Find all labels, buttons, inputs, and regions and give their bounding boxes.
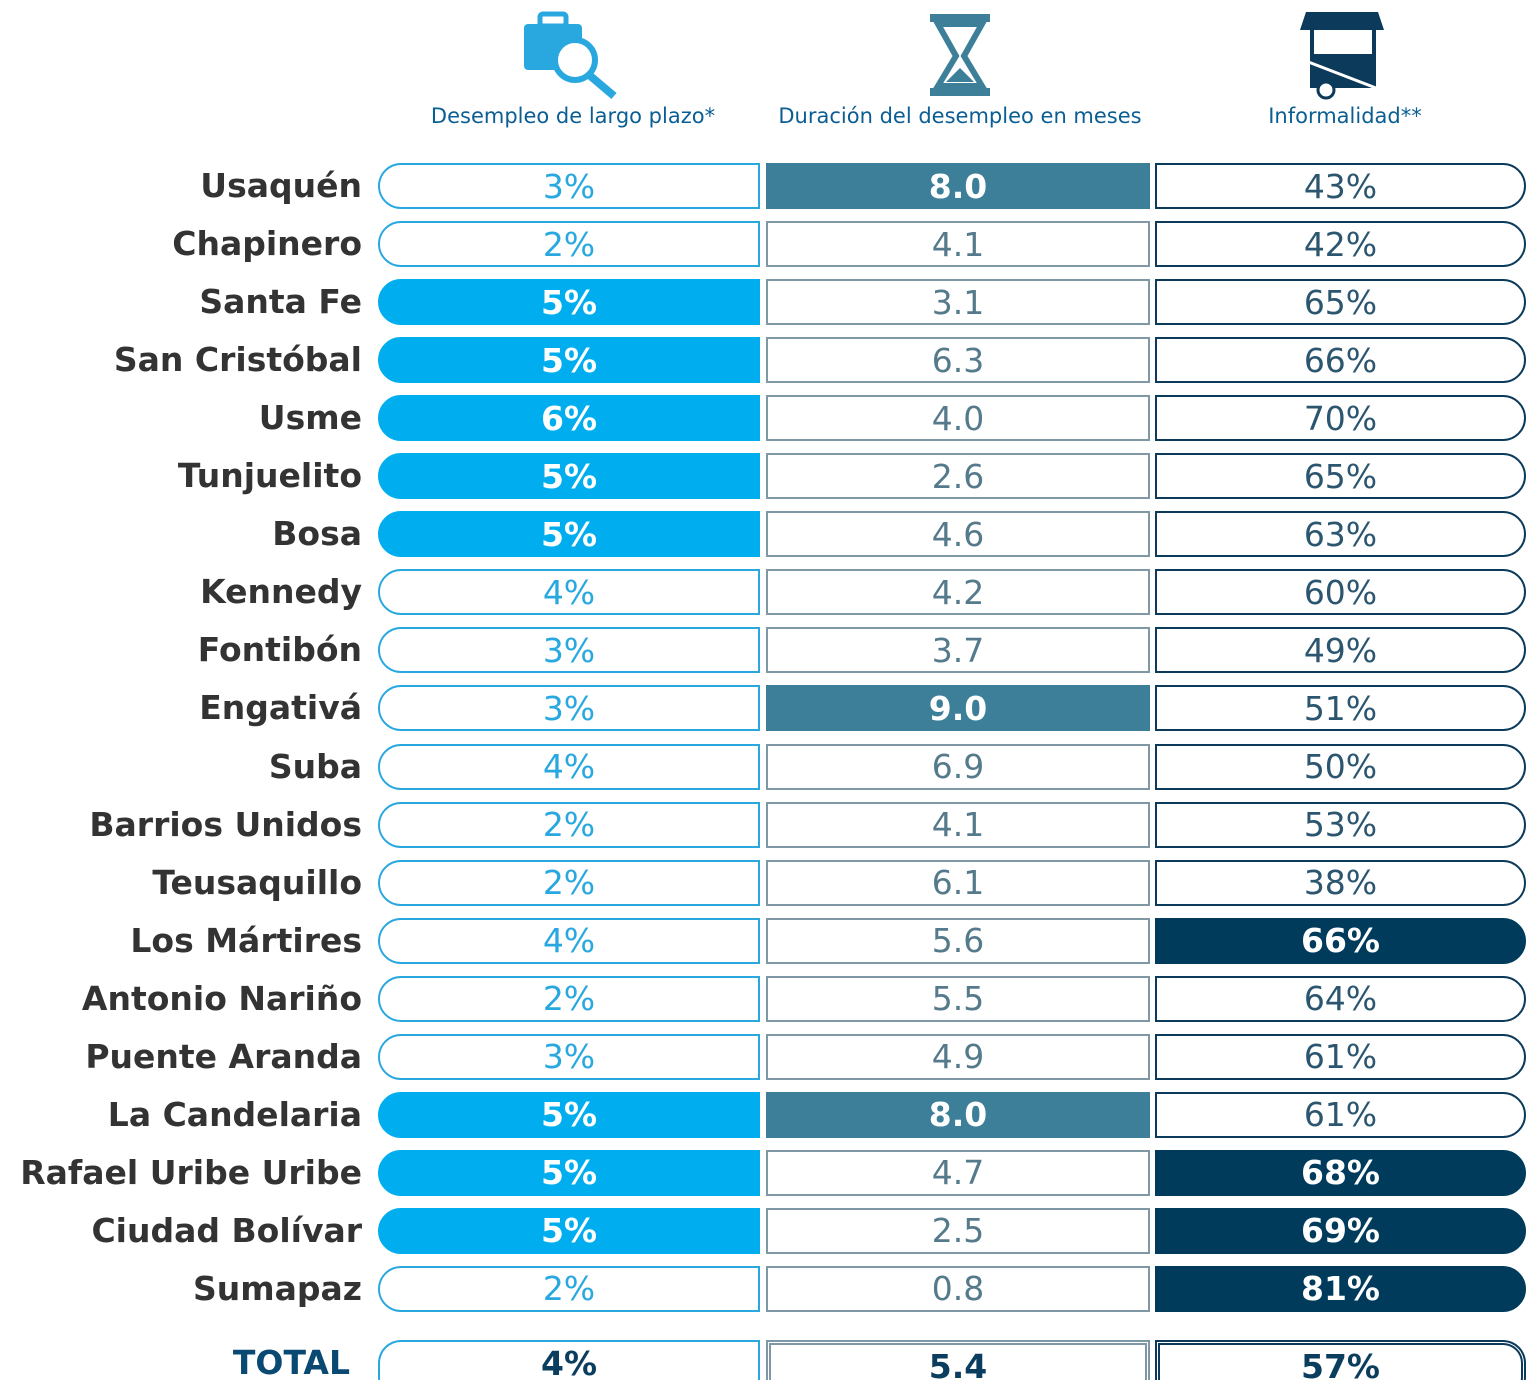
total-cell: 57% [1155,1340,1526,1380]
value-cell: 4.9 [766,1033,1150,1080]
value-cell: 4.0 [766,395,1150,442]
row-label: Chapinero [172,224,362,264]
value-cell: 2.5 [766,1207,1150,1254]
value-cell: 3.1 [766,279,1150,326]
value-cell: 3% [378,1033,760,1080]
value-cell: 5% [378,1091,760,1138]
row-label: Antonio Nariño [81,978,362,1018]
value-cell: 3% [378,685,760,732]
row-label: Tunjuelito [177,456,362,496]
value-cell: 63% [1155,511,1526,558]
value-cell: 5% [378,453,760,500]
briefcase-icon [524,11,617,100]
value-cell: 61% [1155,1091,1526,1138]
value-cell: 4.7 [766,1149,1150,1196]
value-cell: 6% [378,395,760,442]
value-cell: 4% [378,917,760,964]
row-label: Teusaquillo [152,862,362,902]
value-cell: 66% [1155,337,1526,384]
value-cell: 6.9 [766,743,1150,790]
value-cell: 5.5 [766,975,1150,1022]
column-header: Desempleo de largo plazo* [430,104,716,128]
total-label: TOTAL [232,1343,350,1380]
row-label: Puente Aranda [85,1036,362,1076]
value-cell: 8.0 [766,1091,1150,1138]
value-cell: 9.0 [766,685,1150,732]
value-cell: 5% [378,511,760,558]
value-cell: 5% [378,1149,760,1196]
total-cell: 5.4 [766,1340,1150,1380]
value-cell: 5% [378,279,760,326]
total-cell: 4% [378,1340,760,1380]
value-cell: 2% [378,1265,760,1312]
value-cell: 70% [1155,395,1526,442]
value-cell: 6.3 [766,337,1150,384]
row-label: Usaquén [200,166,362,205]
value-cell: 4.6 [766,511,1150,558]
row-label: Barrios Unidos [89,804,362,844]
value-cell: 5% [378,337,760,384]
value-cell: 2% [378,859,760,906]
row-label: Rafael Uribe Uribe [20,1152,362,1192]
value-cell: 42% [1155,221,1526,268]
row-label: La Candelaria [107,1094,362,1134]
cart-icon [1297,12,1384,100]
row-label: Suba [268,746,362,786]
row-label: Santa Fe [199,282,362,322]
value-cell: 3.7 [766,627,1150,674]
value-cell: 0.8 [766,1265,1150,1312]
row-label: Engativá [199,688,362,728]
value-cell: 3% [378,627,760,674]
value-cell: 53% [1155,801,1526,848]
value-cell: 3% [378,163,760,209]
column-header: Duración del desempleo en meses [778,104,1142,128]
value-cell: 49% [1155,627,1526,674]
value-cell: 5.6 [766,917,1150,964]
value-cell: 38% [1155,859,1526,906]
value-cell: 2% [378,975,760,1022]
value-cell: 5% [378,1207,760,1254]
value-cell: 4.1 [766,221,1150,268]
value-cell: 81% [1155,1265,1526,1312]
row-label: Bosa [272,514,362,554]
column-header: Informalidad** [1268,104,1422,128]
row-label: Usme [258,398,362,438]
value-cell: 8.0 [766,163,1150,209]
value-cell: 65% [1155,279,1526,326]
value-cell: 69% [1155,1207,1526,1254]
value-cell: 6.1 [766,859,1150,906]
value-cell: 61% [1155,1033,1526,1080]
value-cell: 4.1 [766,801,1150,848]
value-cell: 2% [378,801,760,848]
row-label: Ciudad Bolívar [91,1210,362,1250]
value-cell: 50% [1155,743,1526,790]
row-label: Los Mártires [130,920,362,960]
value-cell: 2% [378,221,760,268]
row-label: Fontibón [197,630,362,670]
value-cell: 51% [1155,685,1526,732]
value-cell: 43% [1155,163,1526,209]
value-cell: 4.2 [766,569,1150,616]
row-label: Sumapaz [192,1268,362,1308]
row-label: San Cristóbal [113,340,362,380]
value-cell: 60% [1155,569,1526,616]
value-cell: 64% [1155,975,1526,1022]
value-cell: 66% [1155,917,1526,964]
value-cell: 4% [378,569,760,616]
value-cell: 65% [1155,453,1526,500]
hourglass-icon [930,14,990,96]
value-cell: 4% [378,743,760,790]
value-cell: 68% [1155,1149,1526,1196]
row-label: Kennedy [200,572,362,612]
value-cell: 2.6 [766,453,1150,500]
